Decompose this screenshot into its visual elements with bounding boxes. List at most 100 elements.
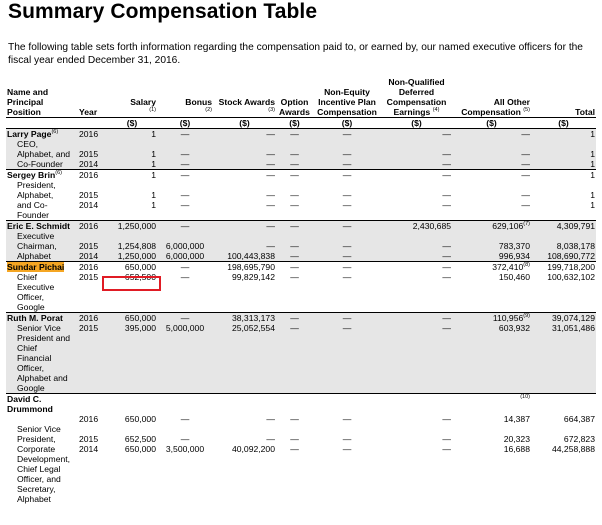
salary-cell: 650,000 — [107, 414, 157, 424]
executive-group: Larry Page(6) CEO, 2016 1— — — — — —1 Alphabet, a… — [6, 128, 596, 170]
option-cell: — — [276, 312, 313, 323]
bonus-cell — [157, 393, 213, 414]
other-value: 110,956 — [492, 313, 524, 323]
nqdc-cell: — — [381, 241, 452, 251]
stock-cell — [213, 363, 276, 373]
nonequity-value: — — [342, 444, 352, 454]
name-position-cell: President, — [6, 434, 78, 444]
name-position-cell: Alphabet — [6, 494, 78, 504]
table-row: Alphabet, and 2015 1 — — — — — — 1 — [6, 149, 596, 159]
table-row: Eric E. Schmidt 2016 1,250,000 — — — — 2,430,68… — [6, 220, 596, 231]
bonus-value: — — [180, 200, 190, 210]
option-value: — — [290, 241, 299, 251]
year-cell — [78, 424, 107, 434]
total-value: 1 — [590, 149, 595, 159]
stock-value: — — [266, 414, 275, 424]
name-position-cell: Google — [6, 383, 78, 394]
total-cell — [531, 454, 596, 464]
nonequity-cell — [313, 474, 381, 484]
salary-value: 650,000 — [124, 414, 156, 424]
salary-cell: 652,500 — [107, 434, 157, 444]
bonus-cell — [157, 373, 213, 383]
table-row: and Co- 2014 1 — — — — — — 1 — [6, 200, 596, 210]
executive-group: Ruth M. Porat 2016 650,000—38,313,173— — —11… — [6, 312, 596, 394]
position-line: Officer, — [17, 292, 45, 302]
option-value: — — [290, 444, 299, 454]
stock-cell — [213, 231, 276, 241]
position-line: Co-Founder — [17, 159, 63, 169]
header-option-awards: Option Awards — [279, 97, 310, 117]
nonequity-cell — [313, 282, 381, 292]
position-line: Google — [17, 383, 45, 393]
year-cell: 2015 — [78, 149, 107, 159]
name-position-cell: Sundar Pichai — [6, 261, 78, 272]
other-value: — — [521, 129, 530, 139]
table-row: Secretary, — [6, 484, 596, 494]
name-position-cell: Alphabet, and — [6, 149, 78, 159]
nonequity-value: — — [342, 221, 352, 231]
bonus-value: 6,000,000 — [165, 241, 205, 251]
table-row: Chairman, 2015 1,254,808 6,000,000 — — — — 783,3… — [6, 241, 596, 251]
footnote-marker: (6) — [55, 170, 62, 177]
stock-value: — — [266, 221, 275, 231]
stock-value: — — [266, 149, 275, 159]
year-cell: 2015 — [79, 190, 99, 200]
salary-cell: 650,000 — [107, 444, 157, 454]
salary-value: 1 — [151, 190, 156, 200]
header-stock-awards: Stock Awards (3) — [218, 97, 275, 114]
nqdc-value: — — [442, 251, 451, 261]
position-line: Senior Vice — [17, 424, 61, 434]
nqdc-cell: — — [381, 323, 452, 333]
table-row: Officer, — [6, 292, 596, 302]
total-cell: 44,258,888 — [531, 444, 596, 454]
bonus-cell: — — [157, 261, 213, 272]
other-cell: 996,934 — [452, 251, 531, 262]
total-cell: 8,038,178 — [531, 241, 596, 251]
other-value: 996,934 — [498, 251, 530, 261]
name-position-cell — [6, 414, 78, 424]
other-value: — — [521, 159, 530, 169]
header-non-equity: Non-Equity Incentive Plan Compensation — [317, 87, 377, 117]
nqdc-cell: — — [381, 261, 452, 272]
nonequity-cell — [313, 292, 381, 302]
option-cell — [276, 353, 313, 363]
unit-bonus: ($) — [157, 117, 213, 129]
option-cell: — — [276, 149, 313, 159]
total-value: 4,309,791 — [556, 221, 595, 231]
other-value: 150,460 — [498, 272, 530, 282]
option-cell — [276, 424, 313, 434]
other-cell: 14,387 — [452, 414, 531, 424]
nonequity-value: — — [342, 414, 352, 424]
position-line: Secretary, — [17, 484, 56, 494]
salary-cell: 1,254,808 — [107, 241, 157, 251]
option-cell — [276, 383, 313, 394]
option-value: — — [290, 313, 299, 323]
table-row: Alphabet and — [6, 373, 596, 383]
total-cell — [531, 231, 596, 241]
table-row: 2016 650,000 — — — — — 14,387 664,387 — [6, 414, 596, 424]
other-cell — [452, 464, 531, 474]
total-value: 1 — [590, 159, 595, 169]
option-cell: — — [276, 261, 313, 272]
salary-cell — [107, 333, 157, 343]
salary-value: 652,500 — [124, 434, 156, 444]
bonus-cell: — — [157, 128, 213, 149]
nonequity-cell — [313, 363, 381, 373]
other-value: — — [521, 170, 530, 180]
stock-cell — [213, 474, 276, 484]
year-cell — [78, 353, 107, 363]
salary-cell — [107, 474, 157, 484]
bonus-cell — [157, 474, 213, 484]
table-row: Alphabet 2014 1,250,000 6,000,000 100,443,83… — [6, 251, 596, 262]
nqdc-value: — — [442, 272, 451, 282]
salary-cell: 650,000 — [107, 312, 157, 323]
footnote-marker: (1) — [149, 107, 156, 114]
footnote-marker: (5) — [523, 107, 530, 114]
bonus-cell — [157, 424, 213, 434]
total-cell — [531, 292, 596, 302]
nqdc-cell — [381, 282, 452, 292]
other-cell: (10) — [452, 393, 531, 414]
nonequity-cell — [313, 454, 381, 464]
other-cell — [452, 363, 531, 373]
position-line: Senior Vice — [17, 323, 61, 333]
